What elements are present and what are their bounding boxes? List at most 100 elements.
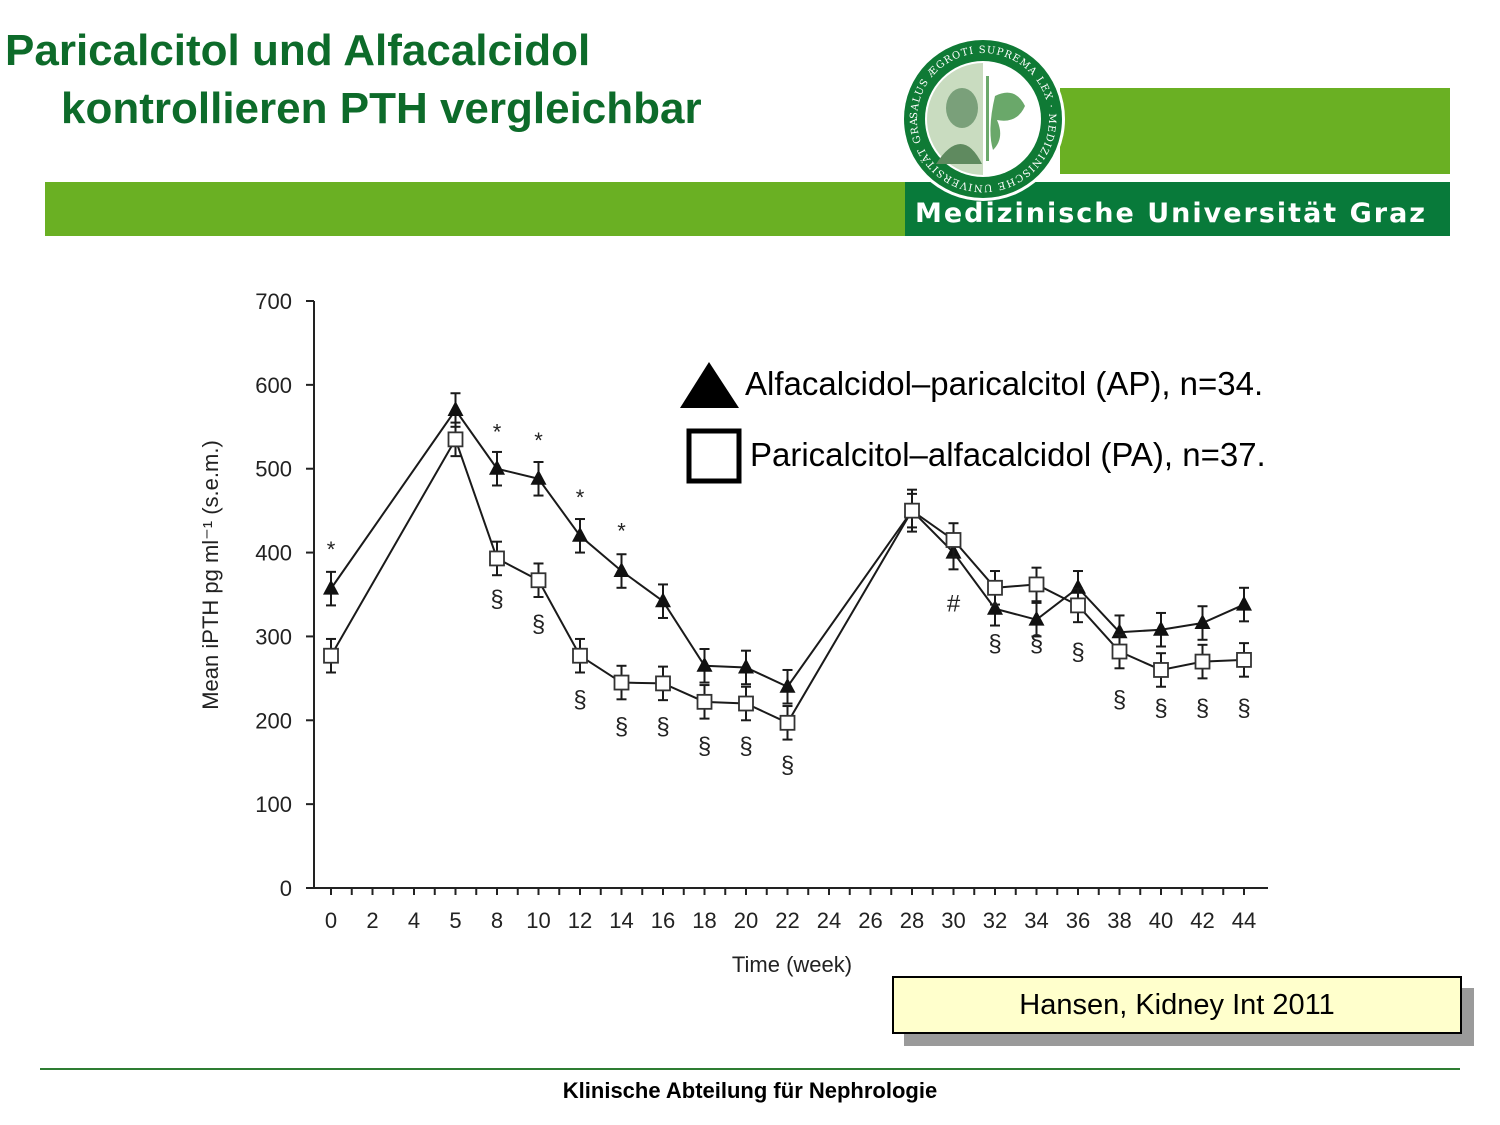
data-point-square [1111,643,1128,660]
significance-star: * [534,428,543,453]
significance-section-sign: § [490,586,503,613]
legend-triangle-marker [680,362,739,408]
significance-section-sign: § [1030,631,1043,658]
data-point-square [572,647,588,664]
significance-star: * [617,518,626,543]
y-tick-label: 200 [255,708,292,733]
x-tick-label: 30 [941,908,965,933]
y-tick-label: 100 [255,792,292,817]
significance-section-sign: § [781,752,794,779]
significance-section-sign: § [739,733,752,760]
data-point-square [1028,576,1045,593]
data-point-square [323,647,339,664]
x-tick-label: 42 [1190,908,1214,933]
data-point-triangle [779,677,796,693]
data-point-triangle [323,579,339,595]
chart-series [323,392,1252,741]
x-tick-label: 28 [900,908,924,933]
y-tick-label: 500 [255,457,292,482]
data-point-square [1194,653,1211,670]
footer-divider [40,1068,1460,1070]
data-point-square [489,550,505,567]
significance-star: * [576,485,585,510]
x-tick-label: 40 [1149,908,1173,933]
data-point-square [1153,662,1169,678]
legend-label-ap: Alfacalcidol–paricalcitol (AP), n=34. [745,365,1263,402]
data-point-square [1236,652,1252,668]
significance-section-sign: § [1071,639,1084,666]
chart-annotations: * * * * * § § § § § § § § # § § § § § § § [327,419,1251,779]
title-line-1: Paricalcitol und Alfacalcidol [5,26,591,75]
x-tick-label: 24 [817,908,841,933]
data-point-square [530,572,547,589]
x-axis-label: Time (week) [732,952,852,977]
significance-section-sign: § [1113,687,1126,714]
data-point-square [696,693,713,710]
x-tick-label: 5 [449,908,461,933]
x-tick-label: 12 [568,908,592,933]
x-tick-label: 20 [734,908,758,933]
data-point-triangle [1070,578,1086,594]
university-name: Medizinische Universität Graz [915,198,1428,229]
x-tick-label: 26 [858,908,882,933]
data-point-square [904,502,920,519]
y-tick-label: 0 [280,876,292,901]
x-tick-label: 2 [366,908,378,933]
data-point-square [945,532,962,548]
x-tick-label: 4 [408,908,420,933]
y-tick-label: 300 [255,624,292,649]
data-point-triangle [1153,620,1169,636]
header-band-top [1060,88,1450,174]
significance-section-sign: § [1154,695,1167,722]
data-point-square [987,579,1003,596]
data-point-triangle [655,592,671,608]
legend-square-marker [686,428,742,484]
data-point-triangle [572,526,588,542]
significance-section-sign: § [988,631,1001,658]
significance-section-sign: § [532,611,545,638]
legend-label-pa: Paricalcitol–alfacalcidol (PA), n=37. [750,436,1266,473]
data-point-triangle [447,401,464,417]
significance-section-sign: § [1196,695,1209,722]
significance-section-sign: § [615,714,628,741]
significance-section-sign: § [1237,695,1250,722]
data-point-triangle [1194,614,1211,630]
y-tick-label: 400 [255,541,292,566]
title-line-2: kontrollieren PTH vergleichbar [61,84,702,133]
significance-section-sign: § [573,687,586,714]
citation-box: Hansen, Kidney Int 2011 [892,976,1462,1034]
data-point-triangle [489,459,505,475]
footer-text: Klinische Abteilung für Nephrologie [562,1078,938,1103]
y-tick-label: 700 [255,289,292,314]
series-pa [323,421,1252,741]
data-point-square [447,431,464,448]
x-tick-label: 22 [775,908,799,933]
data-point-triangle [738,658,754,674]
data-point-triangle [1236,595,1252,611]
significance-section-sign: § [698,733,711,760]
x-tick-label: 18 [692,908,716,933]
data-point-square [613,674,630,691]
x-tick-label: 8 [491,908,503,933]
significance-star: * [327,537,336,562]
slide-title: Paricalcitol und Alfacalcidol kontrollie… [5,22,702,138]
x-tick-label: 38 [1107,908,1131,933]
data-point-triangle [1028,610,1045,626]
data-point-square [779,714,796,731]
university-seal-logo: SALUS ÆGROTI SUPREMA LEX · MEDIZINISCHE … [900,36,1065,201]
x-tick-label: 10 [526,908,550,933]
data-point-triangle [987,599,1003,615]
significance-section-sign: § [656,714,669,741]
x-tick-label: 0 [325,908,337,933]
data-point-triangle [530,469,547,485]
data-point-triangle [613,562,630,578]
x-tick-label: 36 [1066,908,1090,933]
y-axis-label: Mean iPTH pg ml⁻¹ (s.e.m.) [198,440,223,710]
x-tick-label: 14 [609,908,633,933]
y-tick-label: 600 [255,373,292,398]
data-point-triangle [696,656,713,672]
significance-star: * [493,419,502,444]
significance-hash: # [947,590,961,617]
